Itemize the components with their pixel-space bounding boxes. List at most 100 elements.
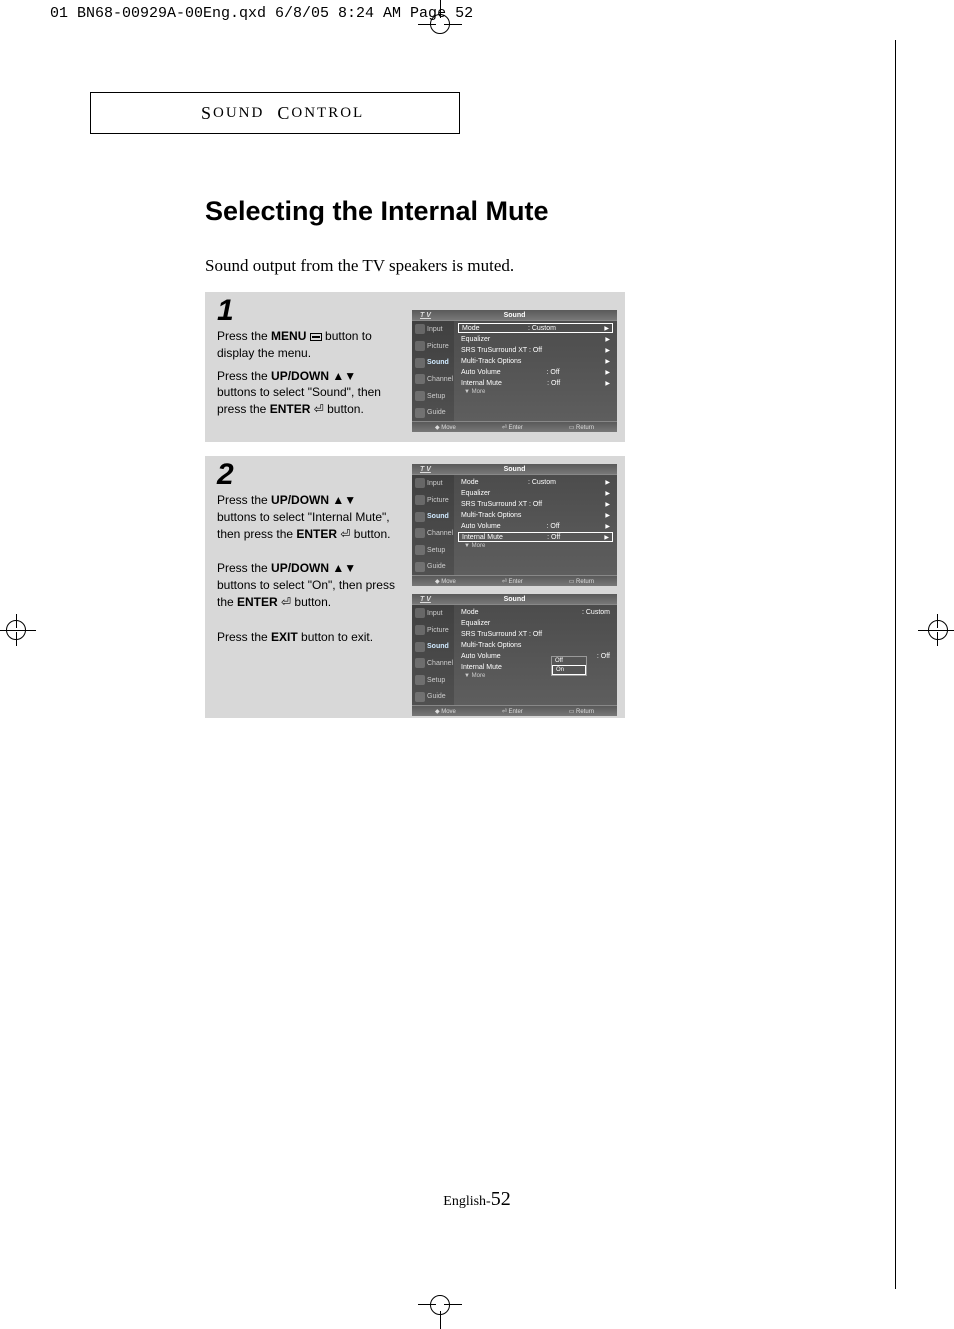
label: Picture bbox=[427, 627, 449, 634]
footer-move: ◆ Move bbox=[435, 708, 456, 715]
label: Auto Volume bbox=[461, 653, 501, 660]
tv-row-multitrack: Multi-Track Options bbox=[458, 640, 613, 650]
setup-icon bbox=[415, 675, 425, 685]
tv-row-autovolume: Auto Volume: Off▶ bbox=[458, 367, 613, 377]
text: Press the bbox=[217, 493, 271, 507]
page-number: English-52 bbox=[0, 1188, 954, 1211]
tv-sidebar-setup: Setup bbox=[412, 542, 454, 559]
label: Auto Volume bbox=[461, 369, 501, 376]
tv-menu-screenshot-3: T V Sound Input Picture Sound Channel Se… bbox=[412, 594, 617, 716]
section-word: OUND bbox=[213, 105, 264, 122]
step-2-block: 2 Press the UP/DOWN ▲▼ buttons to select… bbox=[205, 456, 625, 718]
tv-sidebar: Input Picture Sound Channel Setup Guide bbox=[412, 475, 454, 575]
value: : Off bbox=[547, 534, 560, 541]
tv-row-equalizer: Equalizer bbox=[458, 618, 613, 628]
tv-row-mode: Mode: Custom bbox=[458, 607, 613, 617]
page-border-right bbox=[895, 40, 896, 1289]
tv-more: ▼ More bbox=[458, 543, 613, 549]
label: SRS TruSurround XT : Off bbox=[461, 347, 542, 354]
tv-popup: Off On bbox=[551, 656, 587, 676]
label: Sound bbox=[427, 513, 449, 520]
label: Mode bbox=[462, 325, 480, 332]
menu-button-label: MENU bbox=[271, 329, 306, 343]
label: Channel bbox=[427, 376, 453, 383]
tv-row-autovolume: Auto Volume: Off bbox=[458, 651, 613, 661]
footer-enter: ⏎ Enter bbox=[502, 578, 523, 585]
label: Channel bbox=[427, 530, 453, 537]
label: Equalizer bbox=[461, 490, 490, 497]
label: SRS TruSurround XT : Off bbox=[461, 501, 542, 508]
tv-header: T V Sound bbox=[412, 310, 617, 321]
label: Internal Mute bbox=[461, 664, 502, 671]
text: Press the bbox=[217, 369, 271, 383]
input-icon bbox=[415, 608, 425, 618]
channel-icon bbox=[415, 528, 425, 538]
arrow-icon: ▶ bbox=[605, 369, 610, 376]
channel-icon bbox=[415, 658, 425, 668]
tv-sidebar-picture: Picture bbox=[412, 492, 454, 509]
tv-sidebar-sound: Sound bbox=[412, 638, 454, 655]
arrow-icon: ▶ bbox=[605, 347, 610, 354]
setup-icon bbox=[415, 545, 425, 555]
tv-sidebar-sound: Sound bbox=[412, 508, 454, 525]
label: Equalizer bbox=[461, 336, 490, 343]
label: Guide bbox=[427, 563, 446, 570]
menu-icon bbox=[310, 333, 322, 341]
label: SRS TruSurround XT : Off bbox=[461, 631, 542, 638]
label: Picture bbox=[427, 343, 449, 350]
tv-sidebar-guide: Guide bbox=[412, 404, 454, 421]
updown-label: UP/DOWN bbox=[271, 369, 329, 383]
tv-footer: ◆ Move ⏎ Enter ▭ Return bbox=[412, 705, 617, 716]
page-num-value: 52 bbox=[491, 1188, 511, 1210]
tv-content: Mode: Custom▶ Equalizer▶ SRS TruSurround… bbox=[454, 475, 617, 575]
value: : Custom bbox=[582, 609, 610, 616]
value: : Custom bbox=[528, 325, 556, 332]
tv-row-srs: SRS TruSurround XT : Off bbox=[458, 629, 613, 639]
tv-sidebar-input: Input bbox=[412, 605, 454, 622]
tv-content: Mode : Custom ▶ Equalizer ▶ SRS TruSurround… bbox=[454, 321, 617, 421]
updown-label: UP/DOWN bbox=[271, 561, 329, 575]
arrow-icon: ▶ bbox=[605, 380, 610, 387]
tv-row-equalizer: Equalizer ▶ bbox=[458, 334, 613, 344]
tv-sidebar-sound: Sound bbox=[412, 354, 454, 371]
footer-move: ◆ Move bbox=[435, 578, 456, 585]
footer-enter: ⏎ Enter bbox=[502, 708, 523, 715]
popup-off: Off bbox=[552, 657, 586, 665]
arrow-icon: ▶ bbox=[604, 534, 609, 541]
label: Guide bbox=[427, 693, 446, 700]
tv-menu-title: Sound bbox=[412, 466, 617, 473]
section-word: ONTROL bbox=[291, 105, 364, 122]
channel-icon bbox=[415, 374, 425, 384]
tv-row-equalizer: Equalizer▶ bbox=[458, 488, 613, 498]
sound-icon bbox=[415, 358, 425, 368]
text: Press the bbox=[217, 329, 271, 343]
label: Multi-Track Options bbox=[461, 512, 521, 519]
arrow-icon: ▶ bbox=[605, 523, 610, 530]
tv-menu-title: Sound bbox=[412, 596, 617, 603]
page-title: Selecting the Internal Mute bbox=[205, 196, 549, 227]
tv-footer: ◆ Move ⏎ Enter ▭ Return bbox=[412, 575, 617, 586]
enter-label: ENTER bbox=[270, 402, 311, 416]
label: Internal Mute bbox=[461, 380, 502, 387]
tv-sidebar-channel: Channel bbox=[412, 655, 454, 672]
value: : Off bbox=[547, 380, 560, 387]
picture-icon bbox=[415, 625, 425, 635]
tv-more: ▼ More bbox=[458, 673, 613, 679]
label: Mode bbox=[461, 479, 479, 486]
tv-sidebar-guide: Guide bbox=[412, 688, 454, 705]
input-icon bbox=[415, 478, 425, 488]
arrow-icon: ▶ bbox=[605, 512, 610, 519]
arrow-icon: ▶ bbox=[605, 358, 610, 365]
tv-sidebar-channel: Channel bbox=[412, 371, 454, 388]
text: button. bbox=[324, 402, 364, 416]
footer-move: ◆ Move bbox=[435, 424, 456, 431]
arrow-icon: ▶ bbox=[604, 325, 609, 332]
sound-icon bbox=[415, 642, 425, 652]
enter-label: ENTER bbox=[237, 595, 278, 609]
step-number: 2 bbox=[217, 458, 234, 492]
tv-sidebar-channel: Channel bbox=[412, 525, 454, 542]
section-heading-box: SOUND CONTROL bbox=[90, 92, 460, 134]
enter-label: ENTER bbox=[296, 527, 337, 541]
arrow-icon: ▶ bbox=[605, 336, 610, 343]
tv-row-mode: Mode: Custom▶ bbox=[458, 477, 613, 487]
